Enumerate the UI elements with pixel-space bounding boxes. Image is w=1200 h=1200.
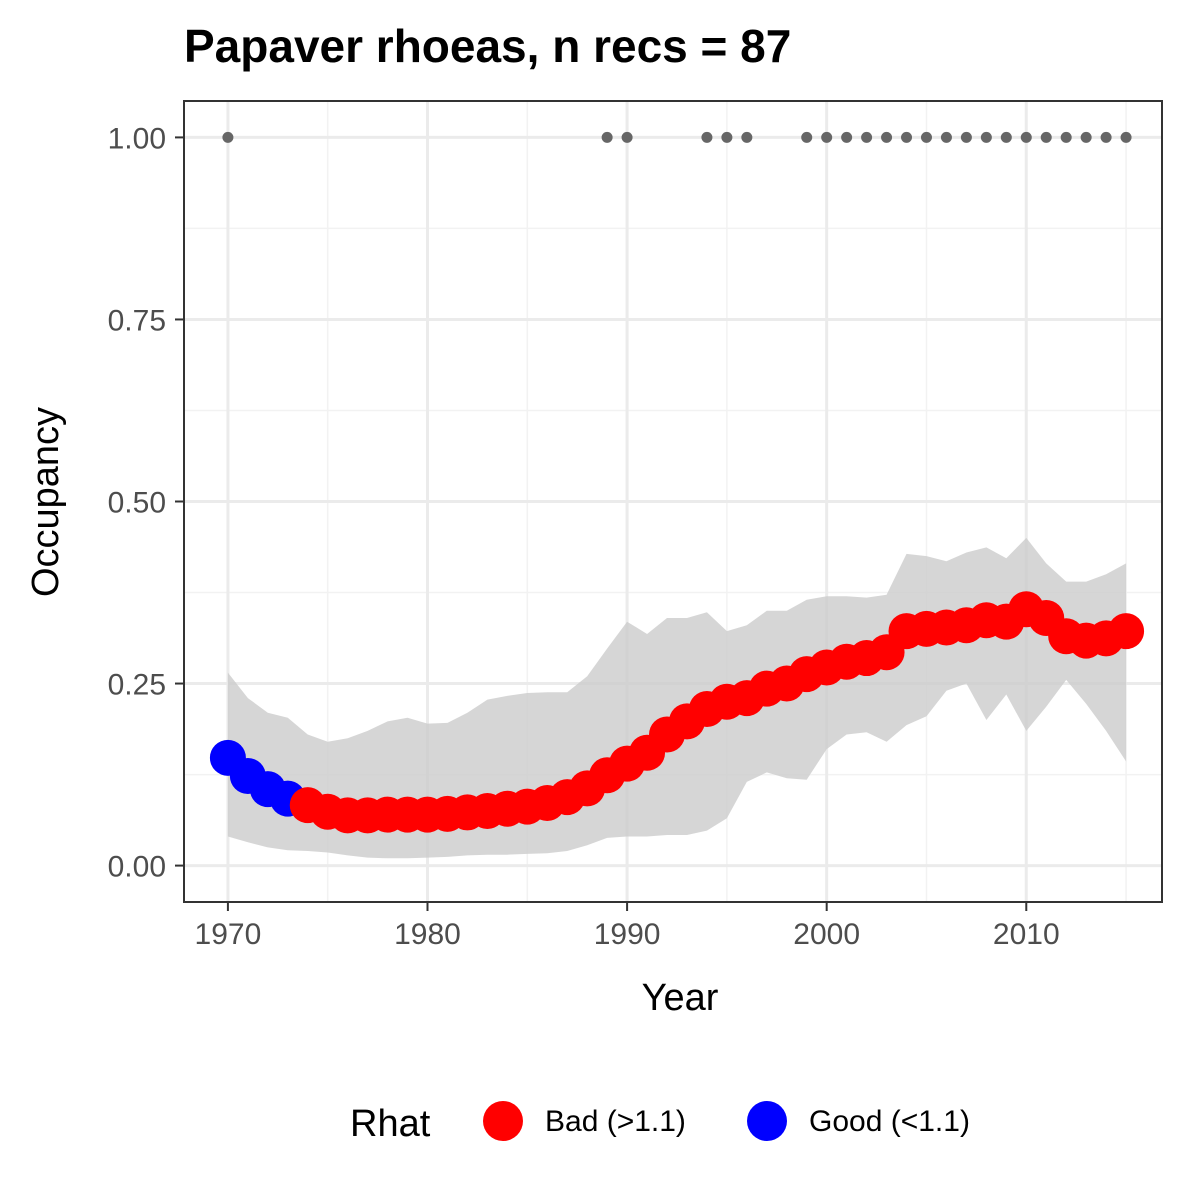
occupancy-point bbox=[1108, 613, 1145, 650]
record-point bbox=[1100, 131, 1112, 143]
record-point bbox=[1020, 131, 1032, 143]
y-tick-label: 0.50 bbox=[108, 487, 166, 520]
record-point bbox=[920, 131, 932, 143]
y-tick-label: 1.00 bbox=[108, 122, 166, 155]
axes: 1970 1980 1990 2000 2010 0.00 0.25 0.50 0.75 1.00 bbox=[108, 122, 1060, 951]
legend-title: Rhat bbox=[350, 1103, 431, 1145]
record-point bbox=[1000, 131, 1012, 143]
record-point bbox=[741, 131, 753, 143]
x-tick-label: 1990 bbox=[594, 918, 661, 951]
record-point bbox=[861, 131, 873, 143]
x-tick-label: 2010 bbox=[993, 918, 1060, 951]
x-tick-label: 2000 bbox=[793, 918, 860, 951]
y-tick-label: 0.75 bbox=[108, 304, 166, 337]
x-tick-label: 1970 bbox=[195, 918, 262, 951]
y-tick-label: 0.25 bbox=[108, 669, 166, 702]
record-point bbox=[1080, 131, 1092, 143]
record-point bbox=[1120, 131, 1132, 143]
legend-label-bad: Bad (>1.1) bbox=[545, 1105, 686, 1138]
y-axis-title: Occupancy bbox=[25, 407, 67, 597]
record-point bbox=[841, 131, 853, 143]
record-point bbox=[701, 131, 713, 143]
chart-title: Papaver rhoeas, n recs = 87 bbox=[184, 20, 791, 72]
record-point bbox=[960, 131, 972, 143]
legend-label-good: Good (<1.1) bbox=[809, 1105, 970, 1138]
record-point bbox=[881, 131, 893, 143]
plot-panel bbox=[183, 100, 1163, 903]
record-point bbox=[721, 131, 733, 143]
record-point bbox=[940, 131, 952, 143]
record-point bbox=[1040, 131, 1052, 143]
x-axis-title: Year bbox=[642, 977, 719, 1019]
record-point bbox=[601, 131, 613, 143]
record-point bbox=[901, 131, 913, 143]
record-point bbox=[1060, 131, 1072, 143]
record-point bbox=[801, 131, 813, 143]
legend-swatch-good bbox=[747, 1101, 787, 1141]
x-tick-label: 1980 bbox=[394, 918, 461, 951]
record-point bbox=[621, 131, 633, 143]
record-point bbox=[980, 131, 992, 143]
record-point bbox=[222, 131, 234, 143]
legend-swatch-bad bbox=[483, 1101, 523, 1141]
y-tick-label: 0.00 bbox=[108, 851, 166, 884]
record-point bbox=[821, 131, 833, 143]
legend: Rhat Bad (>1.1) Good (<1.1) bbox=[350, 1101, 970, 1145]
